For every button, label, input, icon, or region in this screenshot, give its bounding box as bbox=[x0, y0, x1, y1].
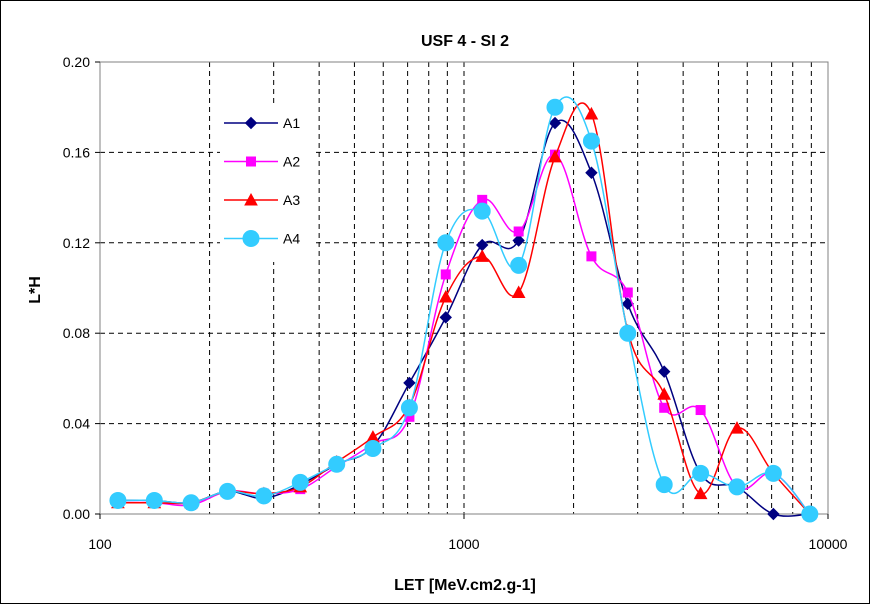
series bbox=[109, 96, 819, 523]
data-point-a4 bbox=[109, 491, 127, 509]
data-point-a1 bbox=[548, 116, 562, 130]
data-point-a3 bbox=[730, 421, 744, 434]
legend-label: A3 bbox=[283, 192, 300, 208]
data-point-a1 bbox=[767, 507, 780, 521]
data-point-a4 bbox=[801, 505, 819, 523]
y-tick-label: 0.08 bbox=[63, 325, 90, 341]
legend-label: A1 bbox=[283, 115, 300, 131]
data-point-a4 bbox=[328, 455, 346, 473]
grid bbox=[100, 62, 828, 514]
data-point-a2 bbox=[440, 269, 451, 280]
data-point-a4 bbox=[145, 491, 163, 509]
data-point-a4 bbox=[692, 464, 710, 482]
x-tick-label: 1000 bbox=[448, 536, 479, 552]
legend-label: A2 bbox=[283, 154, 300, 170]
legend-label: A4 bbox=[283, 231, 300, 247]
axes: 0.00 0.04 0.08 0.12 0.16 0.20 100 1000 10000 bbox=[63, 54, 848, 552]
data-point-a3 bbox=[438, 289, 453, 303]
x-tick-label: 100 bbox=[88, 536, 112, 552]
data-point-a3 bbox=[548, 149, 562, 163]
data-point-a1 bbox=[585, 166, 598, 179]
x-axis-title: LET [MeV.cm2.g-1] bbox=[394, 577, 536, 594]
data-point-a2 bbox=[659, 402, 670, 413]
data-point-a3 bbox=[657, 387, 672, 400]
legend-marker bbox=[246, 156, 256, 167]
y-axis-title: L*H bbox=[27, 276, 44, 304]
data-point-a4 bbox=[546, 98, 564, 116]
data-point-a3 bbox=[511, 285, 526, 299]
data-point-a4 bbox=[182, 494, 200, 512]
data-point-a4 bbox=[437, 234, 455, 252]
data-point-a4 bbox=[255, 487, 273, 505]
data-point-a4 bbox=[728, 478, 746, 496]
series-a4 bbox=[109, 96, 819, 523]
data-point-a4 bbox=[619, 324, 637, 342]
data-point-a4 bbox=[582, 132, 600, 150]
data-point-a2 bbox=[586, 251, 597, 262]
data-point-a1 bbox=[512, 234, 525, 247]
data-point-a2 bbox=[622, 287, 633, 298]
y-tick-label: 0.00 bbox=[63, 506, 90, 522]
data-point-a3 bbox=[693, 486, 708, 500]
data-point-a2 bbox=[513, 226, 524, 237]
legend-item: A3 bbox=[224, 192, 300, 208]
y-tick-label: 0.12 bbox=[63, 235, 90, 251]
legend: A1 A2 A3 A4 bbox=[220, 104, 314, 262]
series-line-a3 bbox=[117, 102, 811, 515]
x-tick-label: 10000 bbox=[809, 536, 848, 552]
data-point-a4 bbox=[364, 439, 382, 457]
y-tick-label: 0.04 bbox=[63, 416, 90, 432]
data-point-a4 bbox=[400, 399, 418, 417]
data-point-a1 bbox=[403, 376, 416, 390]
legend-item: A4 bbox=[224, 230, 300, 247]
data-point-a1 bbox=[439, 311, 452, 324]
legend-item: A2 bbox=[224, 154, 300, 170]
data-point-a4 bbox=[218, 482, 236, 500]
legend-marker bbox=[244, 116, 258, 130]
legend-marker bbox=[242, 230, 260, 247]
y-tick-label: 0.20 bbox=[63, 54, 90, 70]
data-point-a4 bbox=[473, 202, 491, 220]
data-point-a1 bbox=[657, 365, 671, 378]
data-point-a3 bbox=[475, 249, 490, 262]
legend-item: A1 bbox=[224, 115, 300, 131]
y-tick-label: 0.16 bbox=[63, 144, 90, 160]
data-point-a2 bbox=[695, 405, 706, 416]
data-point-a4 bbox=[655, 476, 673, 494]
legend-box bbox=[220, 104, 314, 262]
series-line-a4 bbox=[117, 96, 811, 515]
chart-title: USF 4 - SI 2 bbox=[421, 33, 509, 50]
data-point-a4 bbox=[291, 473, 309, 491]
data-point-a4 bbox=[764, 464, 782, 482]
legend-marker bbox=[244, 192, 258, 206]
data-point-a3 bbox=[584, 106, 599, 120]
data-point-a4 bbox=[510, 256, 528, 274]
